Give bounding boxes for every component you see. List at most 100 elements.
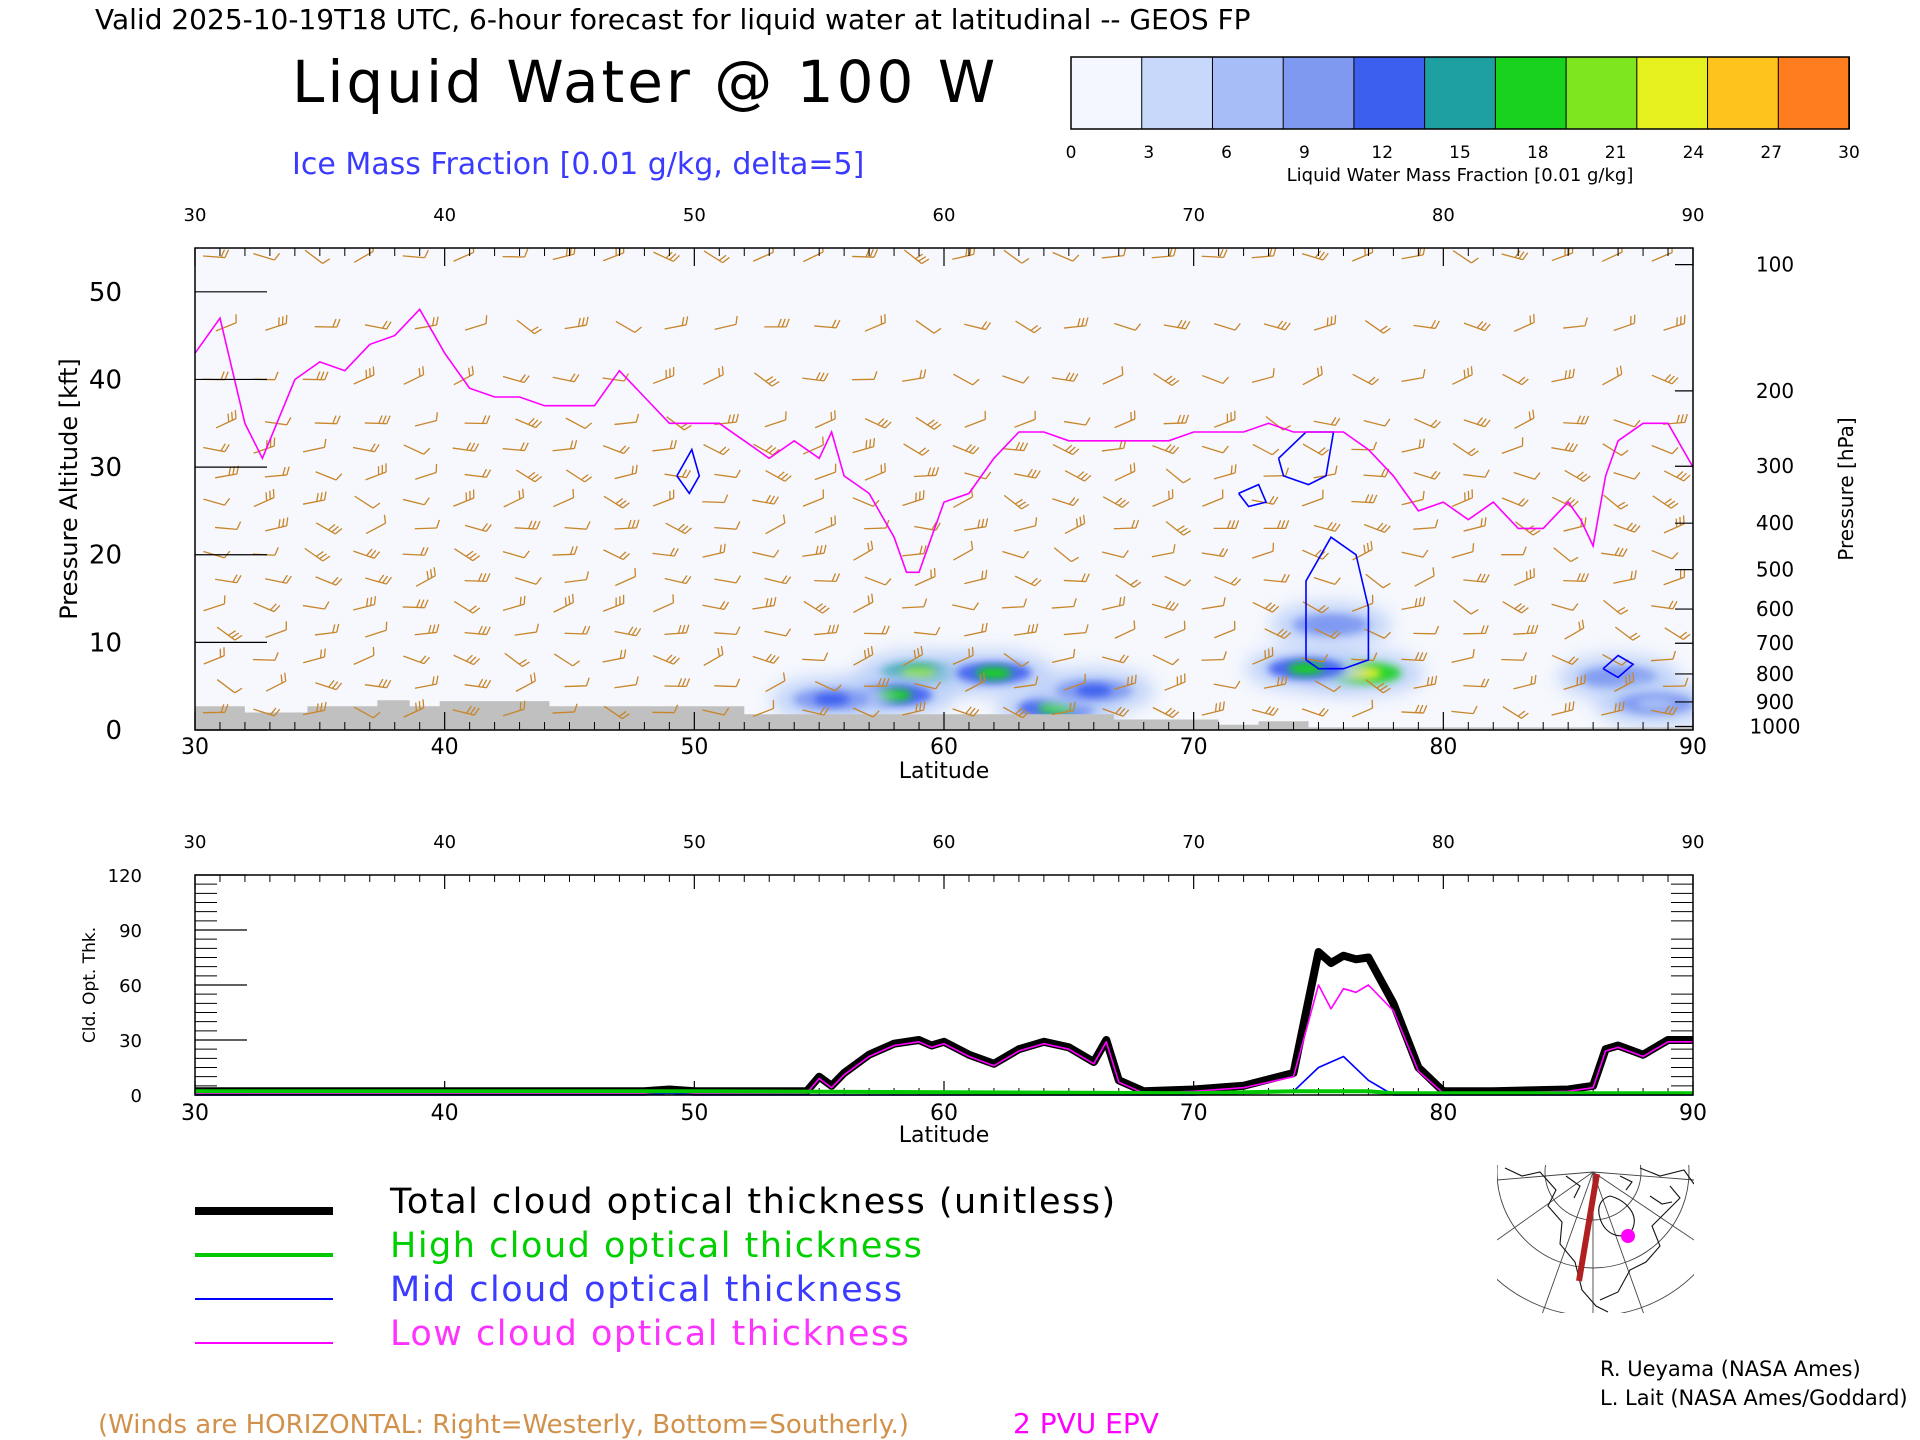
wind-barb — [1352, 540, 1373, 561]
wind-barb — [1165, 468, 1191, 484]
wind-barb — [1251, 368, 1275, 383]
y-tick-label: 10 — [89, 628, 122, 658]
wind-barb — [302, 438, 327, 453]
wind-barb — [503, 488, 525, 508]
wind-barb — [1451, 648, 1475, 664]
wind-barb — [1614, 626, 1641, 641]
wind-barb — [852, 497, 880, 507]
wind-barb — [516, 319, 542, 335]
colorbar-cell — [1777, 56, 1850, 130]
wind-barb — [552, 373, 580, 383]
lower-ylabel: Cld. Opt. Thk. — [80, 927, 100, 1043]
wind-barb — [1452, 250, 1479, 264]
wind-barb — [354, 495, 381, 509]
wind-barb — [1313, 315, 1337, 331]
wind-barb — [315, 522, 343, 535]
wind-barb — [1413, 519, 1439, 530]
wind-barb — [703, 444, 730, 456]
liquid-water-blob — [1595, 681, 1693, 726]
wind-barb — [564, 571, 590, 583]
wind-barb — [1114, 620, 1136, 639]
wind-barb — [1651, 600, 1678, 610]
colorbar-label: Liquid Water Mass Fraction [0.01 g/kg] — [1287, 165, 1634, 186]
wind-barb — [502, 700, 526, 717]
wind-barb — [1413, 320, 1440, 330]
wind-barb — [902, 490, 925, 507]
wind-barb — [914, 681, 942, 690]
wind-barb — [364, 678, 392, 689]
lower-x-tick-label-top: 30 — [184, 832, 207, 853]
wind-barb — [402, 249, 429, 259]
wind-barb — [1251, 705, 1279, 716]
wind-barb — [1051, 648, 1076, 664]
wind-barb — [964, 321, 992, 331]
lower-xlabel: Latitude — [899, 1123, 990, 1148]
liquid-water-blob — [1270, 602, 1391, 647]
wind-barb — [703, 366, 724, 385]
wind-barb — [1014, 575, 1042, 587]
colorbar-tick-label: 3 — [1143, 143, 1154, 163]
wind-barb — [902, 701, 926, 716]
wind-barb — [1363, 418, 1391, 427]
wind-barb — [1365, 679, 1391, 694]
wind-barb — [1502, 373, 1529, 386]
wind-barb — [202, 249, 230, 259]
wind-barb — [1352, 373, 1379, 386]
wind-barb — [414, 412, 438, 427]
wind-barb — [1463, 469, 1490, 478]
colorbar-tick-label: 12 — [1371, 143, 1393, 163]
wind-barb — [915, 320, 942, 334]
lower-y-tick-label: 30 — [119, 1031, 142, 1052]
wind-barb — [653, 594, 675, 613]
x-tick-label-top: 50 — [683, 205, 706, 226]
wind-barb — [1614, 672, 1635, 692]
wind-barb — [414, 624, 440, 636]
wind-barb — [1463, 417, 1491, 428]
wind-barb — [952, 602, 979, 611]
wind-barb — [502, 374, 530, 384]
wind-barb — [565, 469, 592, 483]
wind-barb — [1601, 701, 1625, 716]
wind-barb — [603, 549, 630, 561]
wind-barb — [1214, 410, 1236, 428]
colorbar-cell — [1636, 56, 1709, 130]
wind-barb — [1051, 372, 1079, 382]
wind-barb — [302, 371, 329, 381]
map-location-marker — [1621, 1229, 1635, 1243]
wind-barb — [502, 550, 530, 559]
wind-barb — [1252, 443, 1280, 456]
wind-barb — [1551, 701, 1575, 716]
wind-barb — [702, 601, 730, 611]
y-tick-label: 40 — [89, 365, 122, 395]
wind-barb — [1413, 675, 1438, 689]
wind-barb — [1201, 249, 1228, 259]
pressure-tick-label: 200 — [1756, 379, 1794, 403]
wind-barb — [215, 410, 237, 429]
wind-barb — [1101, 549, 1129, 558]
legend: Total cloud optical thickness (unitless)… — [195, 1182, 1115, 1354]
wind-barb — [365, 621, 388, 638]
wind-barb — [1152, 489, 1174, 507]
wind-barb — [1263, 320, 1291, 331]
wind-barb — [802, 489, 825, 507]
wind-barb — [1101, 248, 1127, 259]
wind-barb — [1003, 249, 1030, 264]
wind-barb — [353, 646, 375, 665]
wind-barb — [1501, 497, 1529, 507]
wind-barb — [614, 464, 638, 480]
colorbar-frame — [1070, 56, 1850, 130]
series-line-high — [195, 1089, 1693, 1096]
wind-barb — [1502, 706, 1529, 719]
wind-barb — [564, 316, 589, 330]
wind-barb — [1251, 542, 1275, 559]
wind-barb — [1163, 319, 1191, 330]
pressure-tick-label: 500 — [1756, 558, 1794, 582]
wind-barb — [652, 489, 675, 507]
wind-barb — [353, 706, 381, 719]
wind-barb — [1413, 625, 1440, 635]
wind-barb — [1165, 521, 1191, 536]
wind-barb — [1463, 573, 1490, 583]
wind-barb — [365, 463, 387, 481]
wind-barb — [1313, 576, 1341, 586]
wind-barb — [214, 521, 242, 531]
